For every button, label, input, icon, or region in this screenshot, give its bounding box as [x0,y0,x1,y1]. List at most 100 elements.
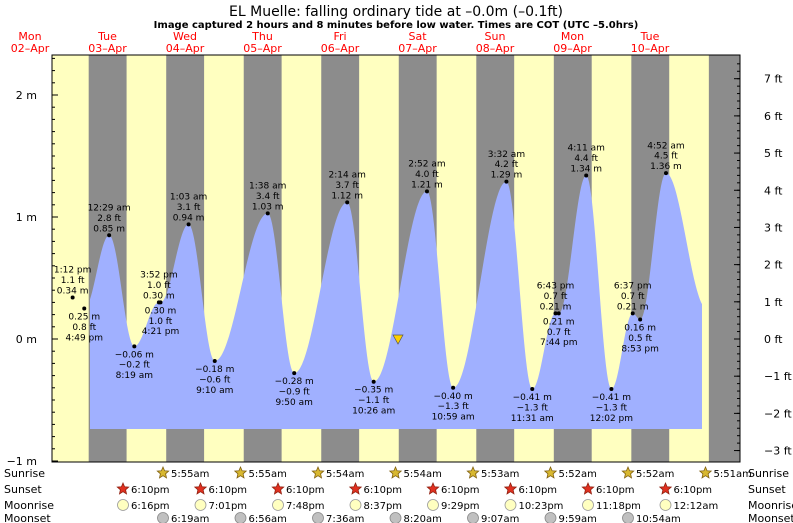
high-tide-label: 0.7 ft [544,292,568,302]
low-tide-label: 0.5 ft [628,334,652,344]
moonrise-icon [349,499,362,511]
sun-moon-time: 5:52am [636,469,674,480]
sun-moon-time: 6:10pm [519,485,558,496]
high-tide-label: 1.0 ft [147,281,171,291]
y-tick-label-ft: 7 ft [764,73,783,86]
sunrise-icon [543,465,558,479]
high-tide-point [424,189,429,194]
sun-moon-time: 6:10pm [131,485,170,496]
moonset-icon [544,512,557,523]
sun-moon-time: 10:54am [636,514,681,523]
sun-moon-time: 5:55am [249,469,287,480]
day-of-week-label: Tue [97,30,117,43]
moonrise-icon [117,499,129,511]
low-tide-label: 12:02 pm [590,414,633,424]
day-of-week-label: Thu [251,30,273,43]
high-tide-label: 0.7 ft [621,292,645,302]
y-tick-label-ft: −2 ft [764,407,792,420]
low-tide-label: −1.1 ft [358,396,390,406]
row-label-left: Sunset [4,483,42,496]
low-tide-label: −0.18 m [195,365,234,375]
date-label: 09–Apr [553,42,592,55]
high-tide-label: 1.03 m [252,202,284,212]
date-label: 05–Apr [243,42,282,55]
sun-moon-time: 6:10pm [364,485,403,496]
high-tide-point [107,233,112,238]
moonset-icon [622,512,634,523]
low-tide-label: 10:59 am [432,413,475,423]
high-tide-label: 6:43 pm [537,282,575,292]
y-axes: 2 m 1 m 0 m −1 m 7 ft 6 ft 5 ft 4 ft 3 ft 2 ft 1 f… [7,57,792,468]
low-tide-label: 8:53 pm [621,344,659,354]
sun-moon-time: 5:51am [714,469,752,480]
date-label: 07–Apr [398,42,437,55]
high-tide-label: 1.1 ft [61,276,85,286]
sun-moon-time: 5:54am [326,469,364,480]
high-tide-label: 4.0 ft [415,170,439,180]
night-band [708,55,740,462]
sun-moon-time: 5:52am [559,469,597,480]
plot-frame [51,54,741,463]
low-tide-label: 4:49 pm [65,333,103,343]
row-label-right: Sunrise [748,467,789,480]
sunrise-icon [311,465,325,479]
y-tick-label-m: 0 m [16,333,37,346]
y-tick-label-ft: 6 ft [764,110,783,123]
high-tide-label: 1.12 m [331,191,363,201]
high-tide-label: 2:52 am [408,160,445,170]
high-tide-point [663,171,668,176]
low-tide-label: −1.3 ft [517,403,549,413]
low-tide-point [292,371,297,376]
high-tide-point [186,222,191,227]
row-label-right: Moonset [748,512,793,523]
date-label: 04–Apr [166,42,205,55]
low-tide-label: −1.3 ft [596,403,628,413]
low-tide-label: −0.6 ft [199,375,231,385]
low-tide-label: −0.28 m [275,377,314,387]
sun-moon-time: 6:16pm [131,501,170,512]
sun-moon-time: 8:37pm [364,501,403,512]
low-tide-label: −0.2 ft [119,361,151,371]
sunset-icon [503,481,518,495]
high-tide-label: 2:14 am [329,171,366,181]
low-tide-label: 1.0 ft [149,317,173,327]
sun-moon-time: 7:01pm [209,501,248,512]
high-tide-label: 0.94 m [173,213,205,223]
sunset-icon [116,481,130,495]
high-tide-point [553,311,558,316]
high-tide-label: 3.1 ft [177,203,201,213]
low-tide-point [212,358,217,363]
sun-moon-time: 6:19am [171,514,209,523]
sun-moon-time: 6:10pm [674,485,713,496]
y-tick-label-ft: 2 ft [764,259,783,272]
date-label: 06–Apr [321,42,360,55]
low-tide-point [451,385,456,390]
high-tide-label: 1:03 am [170,193,207,203]
sunrise-icon [466,465,480,479]
high-tide-label: 2.8 ft [97,214,121,224]
high-tide-point [584,173,589,178]
low-tide-label: −0.41 m [513,393,552,403]
high-tide-label: 1.36 m [650,162,682,172]
row-label-left: Moonset [4,512,51,523]
low-tide-point [132,344,137,349]
sun-moon-time: 6:10pm [209,485,248,496]
low-tide-label: −0.06 m [115,350,154,360]
current-level-marker [392,334,404,345]
date-label: 03–Apr [88,42,127,55]
low-tide-label: 4:21 pm [142,327,180,337]
low-tide-label: −0.40 m [434,392,473,402]
sun-moon-time: 6:10pm [441,485,480,496]
sunset-icon [426,481,440,495]
low-tide-label: 9:50 am [276,398,313,408]
low-tide-label: −0.9 ft [279,388,311,398]
moonset-icon [157,512,169,523]
y-tick-label-ft: −1 ft [764,370,792,383]
sun-moon-time: 7:36am [326,514,364,523]
low-tide-label: −0.41 m [592,393,631,403]
day-of-week-label: Sun [485,30,506,43]
sun-moon-time: 9:07am [481,514,519,523]
sun-moon-time: 6:10pm [286,485,325,496]
y-tick-label-ft: −3 ft [764,445,792,458]
